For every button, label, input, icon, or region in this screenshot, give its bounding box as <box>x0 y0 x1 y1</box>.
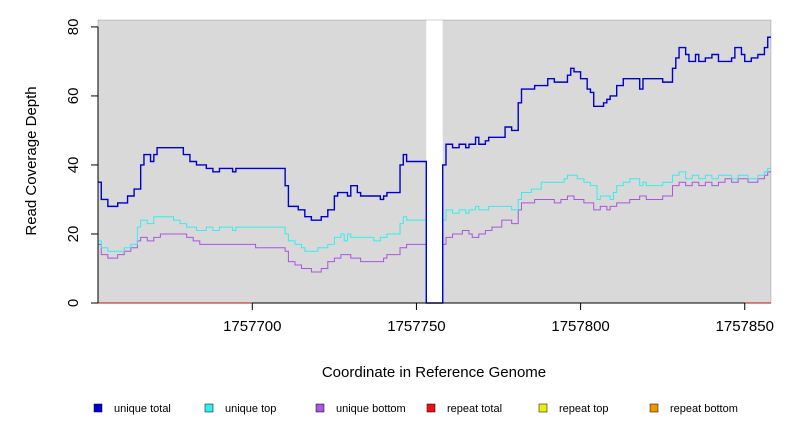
legend-label: repeat bottom <box>670 403 738 415</box>
x-tick-label: 1757850 <box>716 318 774 335</box>
y-axis: 0 20 40 60 80 <box>65 19 99 307</box>
legend-label: repeat top <box>559 403 609 415</box>
y-tick-label: 0 <box>65 299 82 307</box>
series-line-unique-bottom <box>98 171 771 304</box>
x-axis: 1757700 1757750 1757800 1757850 <box>223 302 774 335</box>
legend-item: repeat bottom <box>649 403 738 415</box>
legend-item: unique bottom <box>315 403 406 415</box>
coverage-gap <box>426 20 443 303</box>
legend-label: unique top <box>225 403 276 415</box>
y-tick-label: 80 <box>65 19 82 36</box>
legend-swatch <box>649 403 659 413</box>
series-line-unique-top <box>98 167 771 304</box>
legend-item: unique total <box>93 403 171 415</box>
y-tick-label: 20 <box>65 226 82 243</box>
legend-label: unique total <box>114 403 171 415</box>
legend-swatch <box>204 403 214 413</box>
y-tick-label: 60 <box>65 88 82 105</box>
x-tick-label: 1757750 <box>387 318 445 335</box>
series-line-unique-total <box>98 36 771 304</box>
legend-item: repeat top <box>538 403 609 415</box>
legend-item: unique top <box>204 403 276 415</box>
y-axis-title: Read Coverage Depth <box>23 86 40 235</box>
legend-label: repeat total <box>447 403 502 415</box>
legend-swatch <box>315 403 325 413</box>
x-tick-label: 1757700 <box>223 318 281 335</box>
x-tick-label: 1757800 <box>551 318 609 335</box>
y-tick-label: 40 <box>65 157 82 174</box>
x-axis-title: Coordinate in Reference Genome <box>322 364 546 381</box>
legend-label: unique bottom <box>336 403 406 415</box>
legend-swatch <box>93 403 103 413</box>
legend-swatch <box>538 403 548 413</box>
legend-item: repeat total <box>426 403 502 415</box>
legend: unique total unique top unique bottom repea… <box>93 403 738 415</box>
legend-swatch <box>426 403 436 413</box>
